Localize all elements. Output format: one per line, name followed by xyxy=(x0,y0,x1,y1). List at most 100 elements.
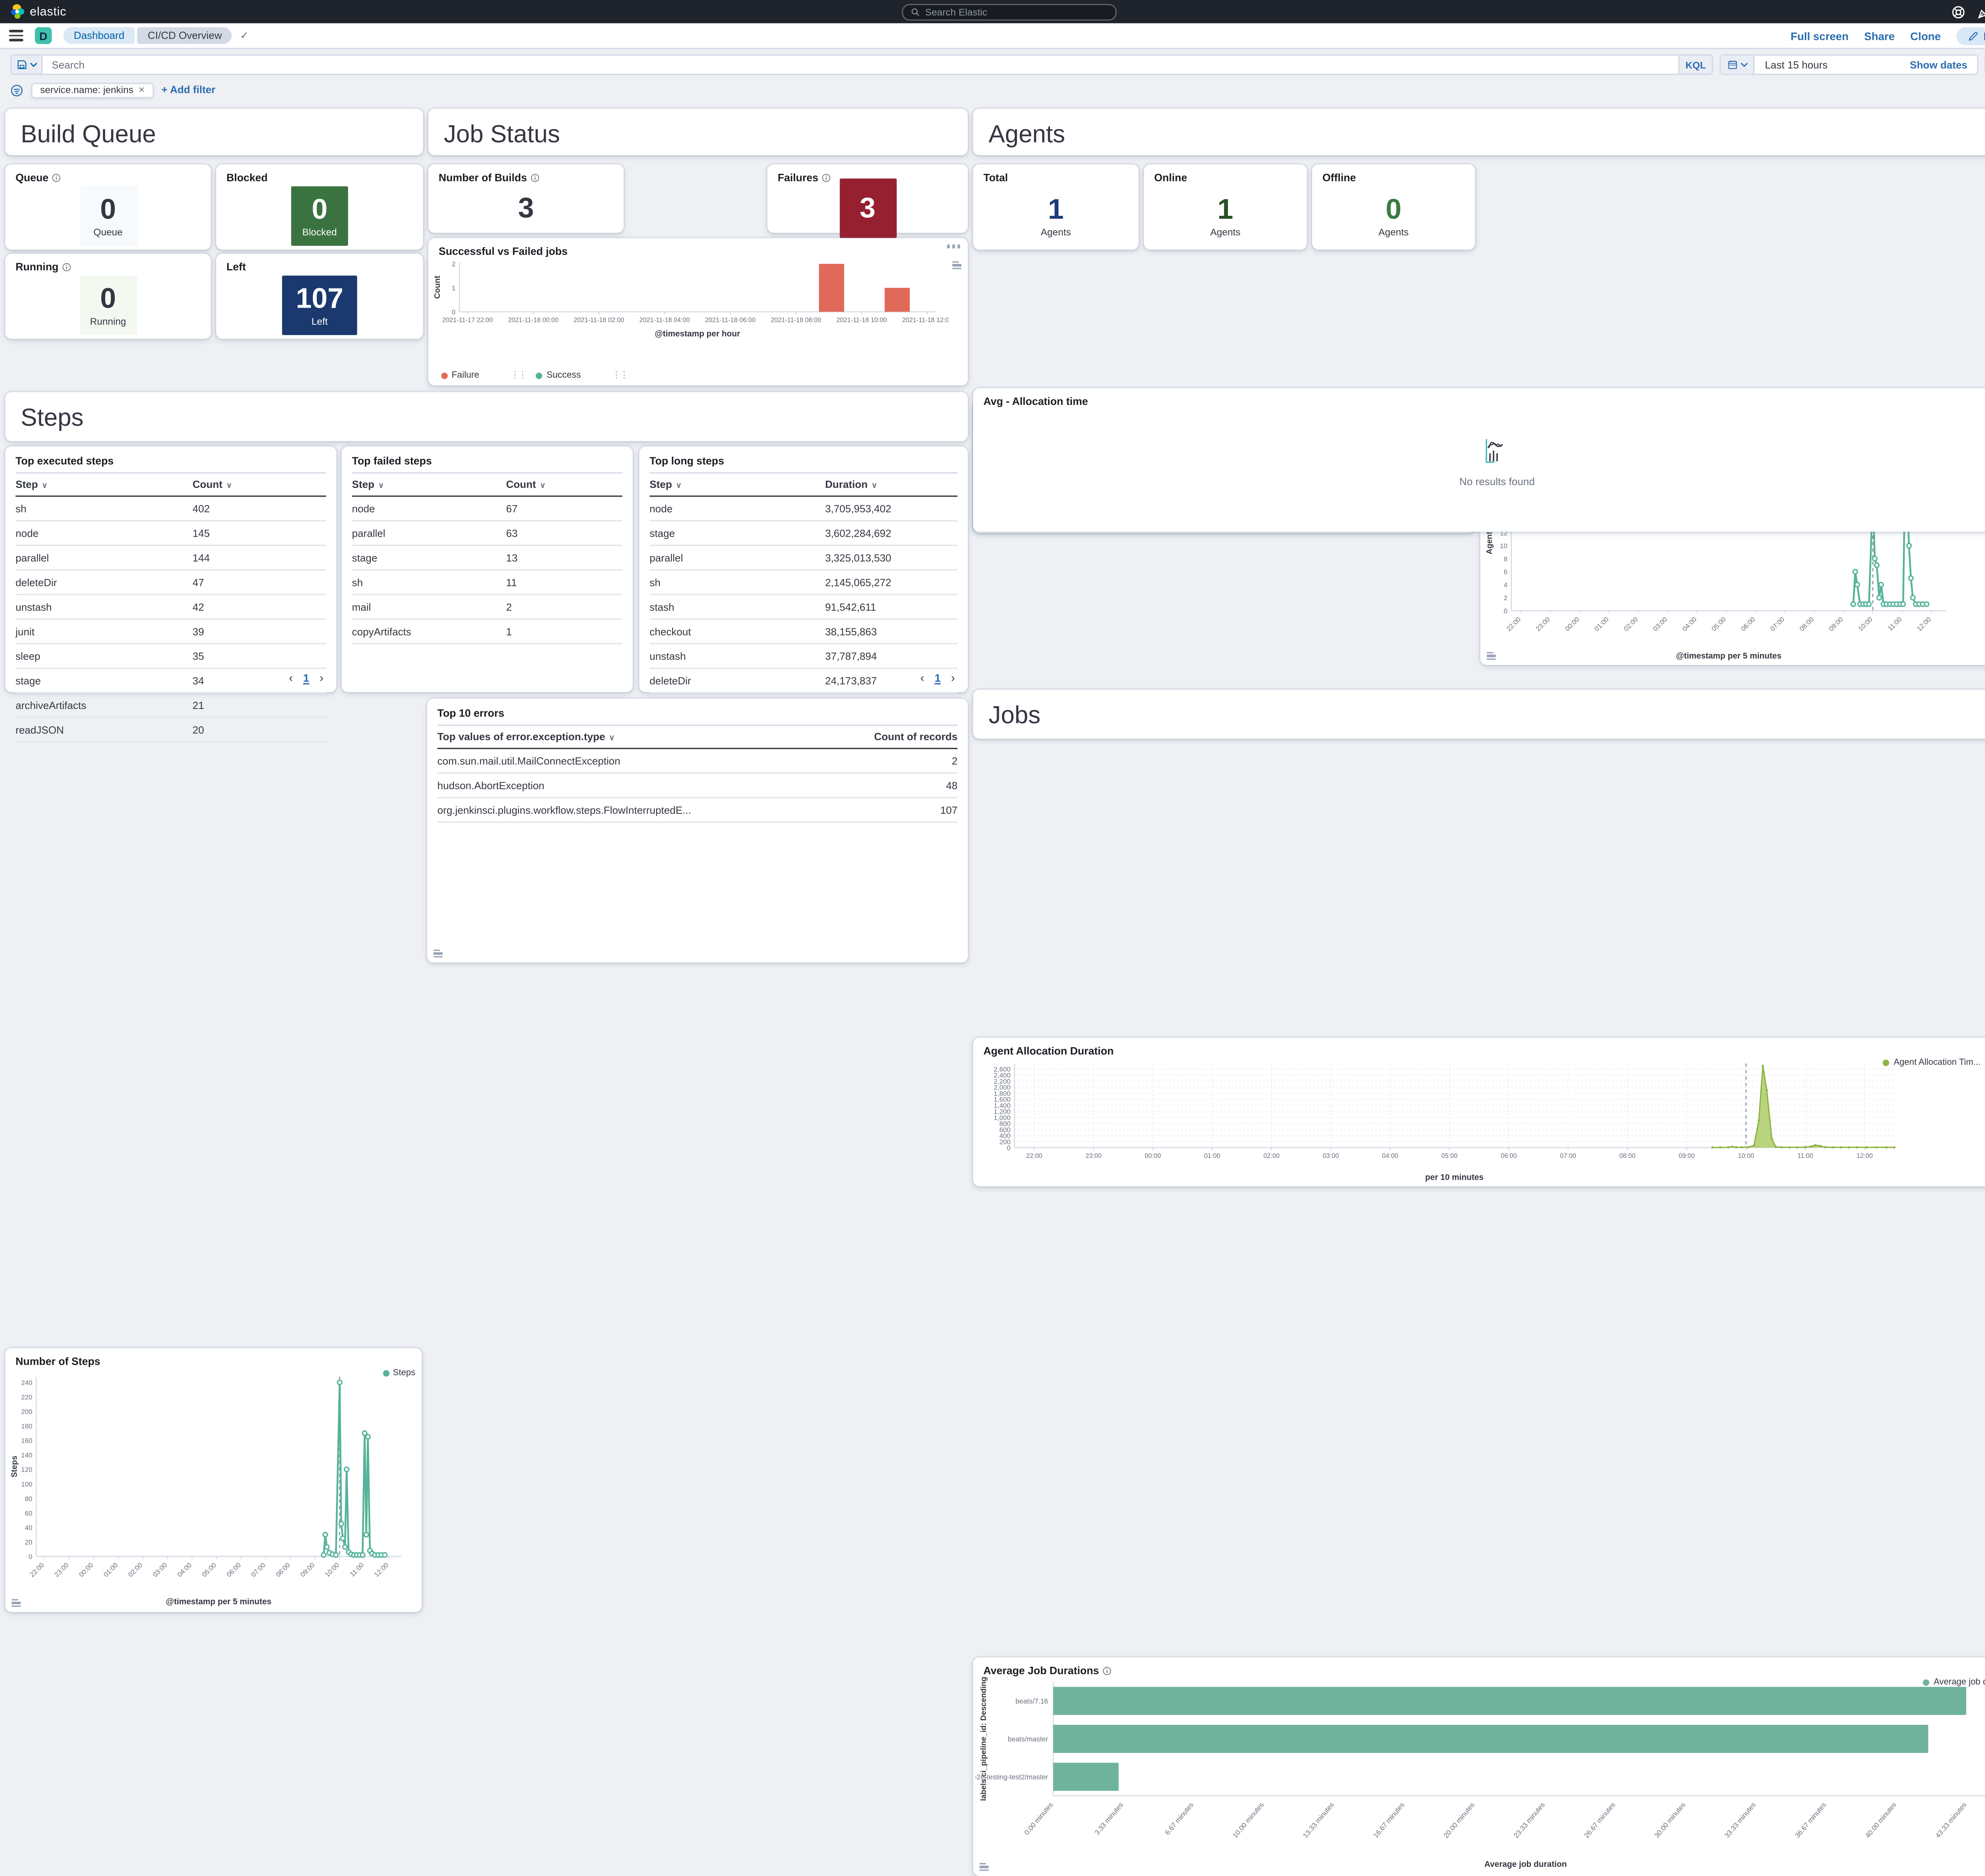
help-icon[interactable] xyxy=(1951,4,1966,19)
legend-toggle-icon[interactable] xyxy=(433,950,443,957)
dashboard-app-icon[interactable]: D xyxy=(35,27,52,44)
stat-tile: 0 Queue xyxy=(79,186,137,246)
global-search-input[interactable]: Search Elastic xyxy=(902,3,1117,20)
table-row: org.jenkinsci.plugins.workflow.steps.Flo… xyxy=(437,798,958,823)
column-header-count-of-records[interactable]: Count of records xyxy=(874,731,958,743)
table-cell: stage xyxy=(15,674,41,687)
average-job-durations-chart[interactable]: beats/7.16beats/mastere2e-testing-test2/… xyxy=(976,1677,1985,1871)
svg-text:40.00 minutes: 40.00 minutes xyxy=(1864,1801,1898,1839)
page-prev-icon[interactable]: ‹ xyxy=(920,671,925,685)
filter-pill-service-name[interactable]: service.name: jenkins × xyxy=(31,82,154,98)
svg-text:08:00: 08:00 xyxy=(1619,1152,1636,1159)
table-cell: 1 xyxy=(506,625,512,638)
table-cell: mail xyxy=(352,601,371,613)
chart-title: Agent Allocation Duration xyxy=(983,1045,1114,1057)
number-of-agents-chart[interactable]: 0246810121416182022:0023:0000:0001:0002:… xyxy=(1483,463,1985,663)
column-header-count[interactable]: Count ∨ xyxy=(192,478,232,491)
column-header-step[interactable]: Step ∨ xyxy=(15,478,48,491)
stat-tile: 1 Agents xyxy=(1033,191,1079,241)
edit-button[interactable]: Edit xyxy=(1956,27,1985,46)
blocked-stat-panel: Blocked 0 Blocked xyxy=(216,164,423,250)
agent-allocation-duration-chart[interactable]: 02004006008001,0001,2001,4001,6001,8002,… xyxy=(976,1057,1985,1184)
legend-item-failure[interactable]: Failure xyxy=(441,371,479,380)
table-cell: com.sun.mail.util.MailConnectException xyxy=(437,755,621,767)
chevron-down-icon xyxy=(1740,63,1747,67)
section-title: Job Status xyxy=(443,121,560,149)
stat-title: Online xyxy=(1154,172,1187,184)
svg-text:23:00: 23:00 xyxy=(1534,616,1551,633)
svg-text:23.33 minutes: 23.33 minutes xyxy=(1512,1801,1546,1839)
info-icon[interactable] xyxy=(1103,1666,1112,1676)
column-header-step[interactable]: Step ∨ xyxy=(352,478,384,491)
svg-text:Agents: Agents xyxy=(1485,527,1494,554)
calendar-menu-button[interactable] xyxy=(1721,56,1755,74)
steps-dot-icon xyxy=(382,1370,389,1377)
legend-item-allocation[interactable]: Agent Allocation Tim... 33.611 xyxy=(1883,1058,1985,1067)
show-dates-button[interactable]: Show dates xyxy=(1910,59,1968,71)
page-next-icon[interactable]: › xyxy=(320,671,324,685)
info-icon[interactable] xyxy=(531,173,540,183)
full-screen-button[interactable]: Full screen xyxy=(1790,29,1849,43)
table-cell: copyArtifacts xyxy=(352,625,411,638)
newsfeed-icon[interactable] xyxy=(1977,4,1985,19)
kql-language-button[interactable]: KQL xyxy=(1679,54,1713,75)
close-icon[interactable]: × xyxy=(139,84,145,96)
svg-text:220: 220 xyxy=(21,1394,32,1401)
svg-text:Average job duration: Average job duration xyxy=(1484,1860,1567,1869)
elastic-brand[interactable]: elastic xyxy=(0,4,285,19)
saved-query-menu-button[interactable] xyxy=(10,54,42,75)
drag-handle-icon[interactable]: ⋮⋮ xyxy=(612,371,628,381)
legend-item-success[interactable]: Success xyxy=(536,371,581,380)
svg-text:06:00: 06:00 xyxy=(1740,616,1757,633)
section-title: Agents xyxy=(989,121,1065,149)
info-icon[interactable] xyxy=(52,173,62,183)
query-search-input[interactable]: Search xyxy=(41,54,1680,75)
svg-text:02:00: 02:00 xyxy=(1263,1152,1280,1159)
column-header-count[interactable]: Count ∨ xyxy=(506,478,546,491)
share-button[interactable]: Share xyxy=(1864,29,1895,43)
page-next-icon[interactable]: › xyxy=(951,671,955,685)
stat-value-label: Queue xyxy=(93,225,123,238)
legend-toggle-icon[interactable] xyxy=(952,261,962,269)
page-number[interactable]: 1 xyxy=(303,671,309,685)
successful-vs-failed-chart[interactable]: 0 1 2 2021-11-17 22:00 2021-11-18 00:00 2021-… xyxy=(431,258,948,341)
legend-toggle-icon[interactable] xyxy=(979,1863,989,1871)
table-cell: unstash xyxy=(15,601,52,613)
date-picker[interactable]: Last 15 hours Show dates xyxy=(1719,54,1979,75)
info-icon[interactable] xyxy=(62,263,71,272)
sort-chevron-icon: ∨ xyxy=(676,482,682,491)
clone-button[interactable]: Clone xyxy=(1910,29,1941,43)
time-range-value[interactable]: Last 15 hours xyxy=(1765,59,1828,71)
menu-icon[interactable] xyxy=(9,29,23,42)
column-header-step[interactable]: Step ∨ xyxy=(649,478,682,491)
svg-text:@timestamp per 5 minutes: @timestamp per 5 minutes xyxy=(1676,651,1781,661)
column-header-duration[interactable]: Duration ∨ xyxy=(825,478,877,491)
breadcrumb-dashboard[interactable]: Dashboard xyxy=(63,27,135,44)
svg-text:120: 120 xyxy=(21,1466,32,1473)
column-header-error-type[interactable]: Top values of error.exception.type ∨ xyxy=(437,731,615,743)
svg-text:2021-11-18 04:00: 2021-11-18 04:00 xyxy=(639,317,690,324)
filter-icon[interactable] xyxy=(10,83,23,96)
panel-options-icon[interactable] xyxy=(946,245,960,248)
legend-toggle-icon[interactable] xyxy=(12,1599,21,1607)
add-filter-button[interactable]: + Add filter xyxy=(161,84,216,96)
svg-text:40: 40 xyxy=(25,1524,33,1531)
chart-title: Number of Steps xyxy=(15,1356,100,1368)
info-icon[interactable] xyxy=(822,173,831,183)
page-number[interactable]: 1 xyxy=(935,671,941,685)
drag-handle-icon[interactable]: ⋮⋮ xyxy=(510,371,527,381)
legend-item-steps[interactable]: Steps xyxy=(382,1369,415,1378)
brand-name: elastic xyxy=(29,4,67,19)
legend-item-avg-job-duration[interactable]: Average job duration xyxy=(1923,1678,1985,1687)
stat-value: 0 xyxy=(100,283,116,315)
number-of-steps-chart[interactable]: 0 20 40 60 80 100 120 140 160 180 200 220 240 22:00 23… xyxy=(8,1368,417,1608)
legend-toggle-icon[interactable] xyxy=(1486,652,1496,660)
stat-title: Left xyxy=(226,261,246,273)
table-cell: 3,325,013,530 xyxy=(825,552,892,564)
table-cell: 107 xyxy=(940,804,958,816)
svg-text:12:00: 12:00 xyxy=(1915,616,1932,633)
page-prev-icon[interactable]: ‹ xyxy=(289,671,293,685)
table-row: parallel 3,325,013,530 xyxy=(649,546,958,571)
stat-value-label: Blocked xyxy=(302,225,337,238)
table-row: archiveArtifacts 21 xyxy=(15,693,326,718)
